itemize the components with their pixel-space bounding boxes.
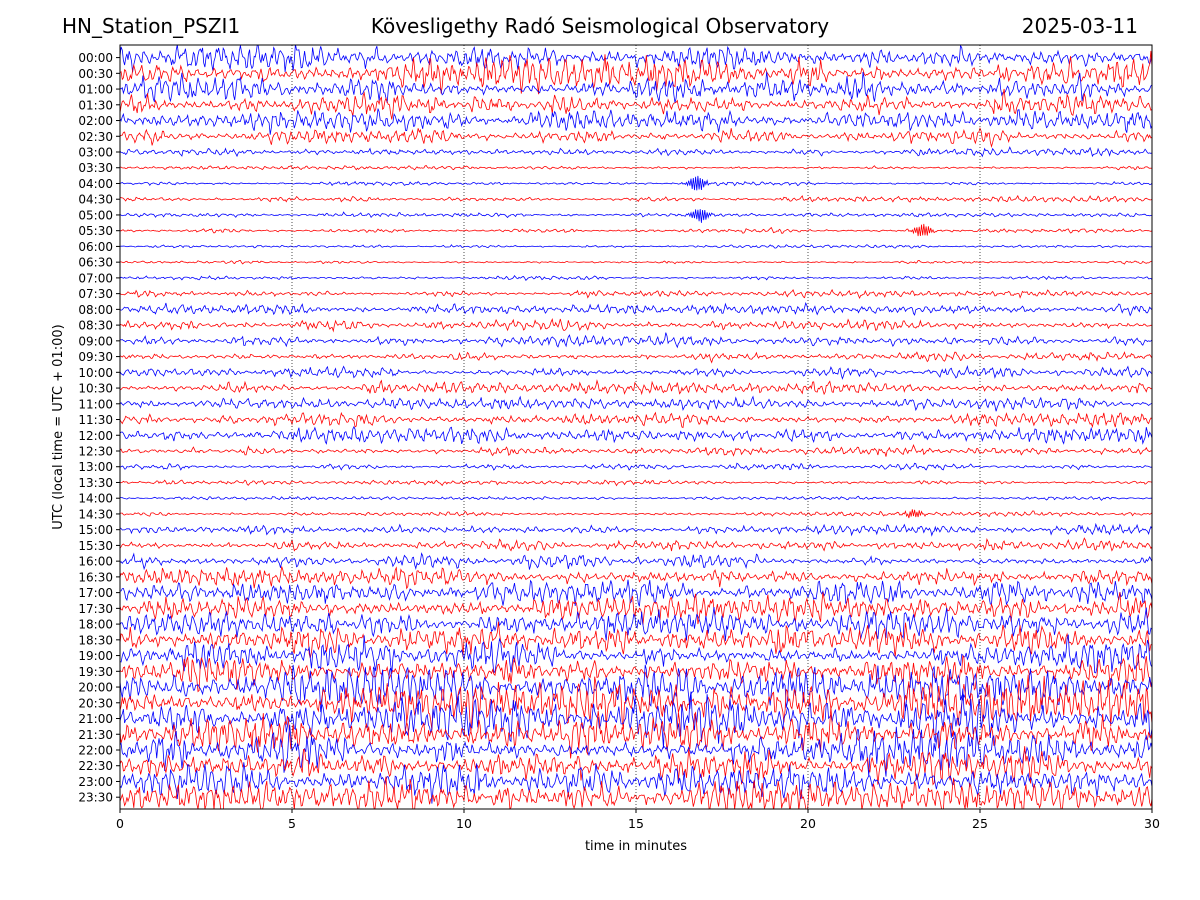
row-label-0300: 03:00	[78, 146, 113, 160]
station-name: HN_Station_PSZI1	[62, 14, 241, 38]
trace-2100	[120, 688, 1152, 749]
x-tick-label-0: 0	[116, 816, 124, 831]
row-label-2000: 20:00	[78, 681, 113, 695]
row-label-1230: 12:30	[78, 444, 113, 458]
row-label-1000: 10:00	[78, 366, 113, 380]
row-label-0330: 03:30	[78, 161, 113, 175]
row-label-0000: 00:00	[78, 51, 113, 65]
x-tick-label-30: 30	[1144, 816, 1160, 831]
row-label-0900: 09:00	[78, 334, 113, 348]
trace-1700	[120, 579, 1152, 607]
row-label-1430: 14:30	[78, 507, 113, 521]
row-label-1600: 16:00	[78, 555, 113, 569]
trace-0000	[120, 45, 1152, 73]
trace-0230	[120, 127, 1152, 149]
row-label-1830: 18:30	[78, 633, 113, 647]
row-label-1800: 18:00	[78, 618, 113, 632]
trace-0330	[120, 165, 1152, 171]
trace-0530	[120, 223, 1152, 237]
trace-0630	[120, 259, 1152, 265]
row-label-2230: 22:30	[78, 759, 113, 773]
row-label-2130: 21:30	[78, 728, 113, 742]
row-label-0230: 02:30	[78, 130, 113, 144]
row-label-0530: 05:30	[78, 224, 113, 238]
row-label-0600: 06:00	[78, 240, 113, 254]
x-tick-label-10: 10	[456, 816, 472, 831]
row-label-0930: 09:30	[78, 350, 113, 364]
row-label-0030: 00:30	[78, 67, 113, 81]
row-label-1930: 19:30	[78, 665, 113, 679]
row-label-1530: 15:30	[78, 539, 113, 553]
row-label-2200: 22:00	[78, 743, 113, 757]
row-label-0630: 06:30	[78, 256, 113, 270]
row-label-1300: 13:00	[78, 460, 113, 474]
row-label-1100: 11:00	[78, 397, 113, 411]
row-label-1400: 14:00	[78, 492, 113, 506]
y-axis-label: UTC (local time = UTC + 01:00)	[51, 324, 66, 529]
trace-1130	[120, 411, 1152, 429]
row-label-0730: 07:30	[78, 287, 113, 301]
row-label-0700: 07:00	[78, 271, 113, 285]
row-label-0200: 02:00	[78, 114, 113, 128]
row-label-1630: 16:30	[78, 570, 113, 584]
trace-0500	[120, 209, 1152, 223]
row-label-1700: 17:00	[78, 586, 113, 600]
row-label-0400: 04:00	[78, 177, 113, 191]
trace-0200	[120, 108, 1152, 135]
row-label-1130: 11:30	[78, 413, 113, 427]
row-label-0100: 01:00	[78, 83, 113, 97]
row-label-2100: 21:00	[78, 712, 113, 726]
row-label-0130: 01:30	[78, 98, 113, 112]
row-label-2030: 20:30	[78, 696, 113, 710]
row-label-0430: 04:30	[78, 193, 113, 207]
trace-2200	[120, 724, 1152, 777]
trace-1100	[120, 395, 1152, 412]
trace-2300	[120, 762, 1152, 804]
x-axis-label: time in minutes	[585, 839, 687, 854]
row-label-1730: 17:30	[78, 602, 113, 616]
trace-2230	[120, 746, 1152, 786]
trace-1300	[120, 462, 1152, 471]
record-date: 2025-03-11	[1021, 14, 1138, 38]
row-label-0500: 05:00	[78, 208, 113, 222]
x-tick-label-15: 15	[628, 816, 644, 831]
trace-0300	[120, 146, 1152, 158]
row-label-1330: 13:30	[78, 476, 113, 490]
row-label-0800: 08:00	[78, 303, 113, 317]
x-tick-label-20: 20	[800, 816, 816, 831]
row-label-1200: 12:00	[78, 429, 113, 443]
observatory-title: Kövesligethy Radó Seismological Observat…	[370, 14, 830, 38]
trace-0700	[120, 275, 1152, 281]
row-label-1900: 19:00	[78, 649, 113, 663]
row-label-0830: 08:30	[78, 319, 113, 333]
x-tick-label-25: 25	[972, 816, 988, 831]
row-label-2330: 23:30	[78, 791, 113, 805]
row-label-1500: 15:00	[78, 523, 113, 537]
trace-0100	[120, 71, 1152, 104]
trace-1530	[120, 537, 1152, 552]
row-label-1030: 10:30	[78, 382, 113, 396]
row-label-2300: 23:00	[78, 775, 113, 789]
x-tick-label-5: 5	[288, 816, 296, 831]
trace-1430	[120, 509, 1152, 519]
